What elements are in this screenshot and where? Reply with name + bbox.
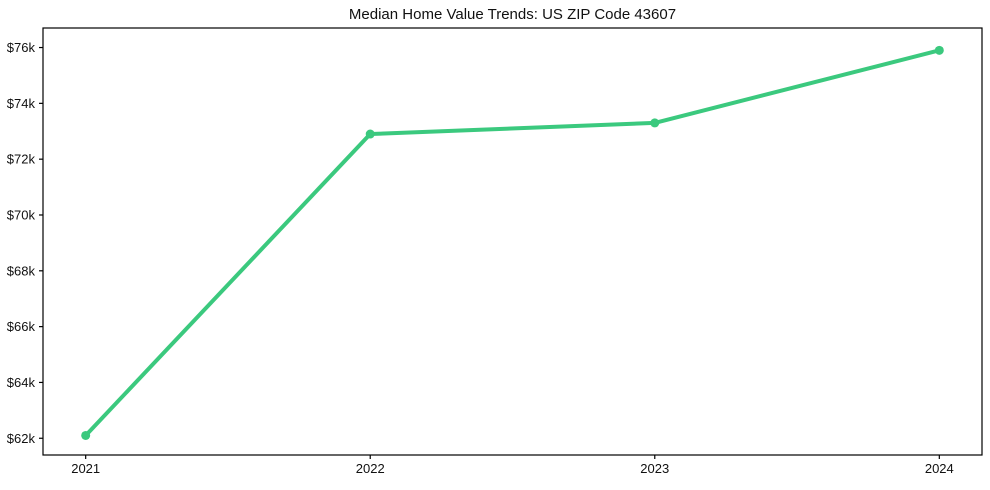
y-axis-tick-label: $62k xyxy=(7,431,36,446)
y-axis-tick-label: $66k xyxy=(7,319,36,334)
y-axis-tick-label: $64k xyxy=(7,375,36,390)
y-axis-tick-label: $70k xyxy=(7,207,36,222)
data-point-2021 xyxy=(81,430,91,440)
chart-title: Median Home Value Trends: US ZIP Code 43… xyxy=(348,6,677,23)
y-axis-tick-label: $76k xyxy=(7,40,36,55)
x-axis-tick-label: 2024 xyxy=(925,461,954,476)
x-axis-tick-label: 2021 xyxy=(71,461,100,476)
y-axis-tick-label: $72k xyxy=(7,152,36,167)
x-axis-tick-label: 2022 xyxy=(356,461,385,476)
trend-line xyxy=(83,48,942,438)
data-point-2022 xyxy=(365,129,375,139)
data-point-2024 xyxy=(934,45,944,55)
plot-border xyxy=(42,27,983,456)
y-axis-tick-label: $68k xyxy=(7,263,36,278)
x-axis-tick-label: 2023 xyxy=(640,461,669,476)
data-point-2023 xyxy=(650,118,660,128)
y-axis-tick-label: $74k xyxy=(7,96,36,111)
